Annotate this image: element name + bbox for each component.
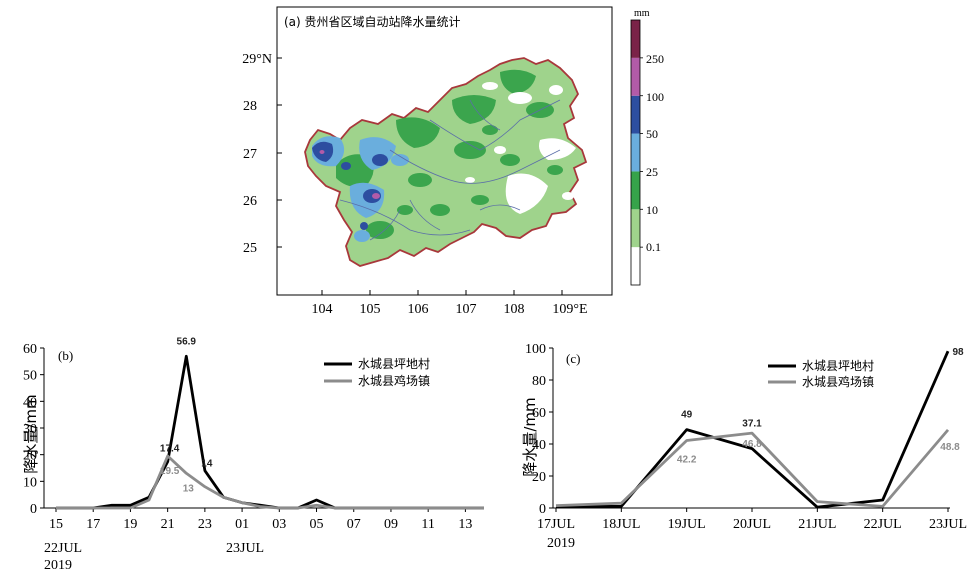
chart-b-data-label: 14 xyxy=(201,459,213,470)
chart-c-x-tick-label: 18JUL xyxy=(602,517,640,532)
chart-b-y-tick-label: 50 xyxy=(23,369,37,384)
chart-c-y-tick-label: 40 xyxy=(532,438,546,453)
chart-c-x-tick-label: 19JUL xyxy=(668,517,706,532)
no-rain-areas xyxy=(465,82,576,214)
chart-b-x-tick-label: 01 xyxy=(235,517,249,532)
chart-c-series-line xyxy=(556,350,950,509)
chart-b-data-label: 17.4 xyxy=(160,444,180,455)
chart-b-x-tick-label: 17 xyxy=(86,517,100,532)
lat-tick-label: 26 xyxy=(243,194,257,209)
lat-axis: 29°N 28 27 26 25 xyxy=(242,52,282,256)
chart-b-data-label: 19.5 xyxy=(160,466,180,477)
colorbar-tick-label: 250 xyxy=(646,52,664,66)
colorbar-segment xyxy=(631,247,640,285)
chart-c-y-tick-label: 0 xyxy=(539,502,546,517)
lon-tick-label: 109°E xyxy=(552,302,587,317)
chart-b-x-tick-label: 11 xyxy=(421,517,434,532)
lon-tick-label: 107 xyxy=(456,302,477,317)
colorbar-unit: mm xyxy=(634,8,650,19)
lon-tick-label: 104 xyxy=(312,302,333,317)
chart-c-data-label: 98 xyxy=(952,347,964,358)
lat-tick-label: 29°N xyxy=(242,52,272,67)
chart-b-data-label: 13 xyxy=(183,483,195,494)
chart-c-data-label: 49 xyxy=(681,410,693,421)
rain-100-250-areas xyxy=(319,150,380,199)
chart-c-y-tick-label: 60 xyxy=(532,406,546,421)
colorbar-tick-label: 0.1 xyxy=(646,240,661,254)
chart-c-y-tick-label: 100 xyxy=(525,342,546,357)
chart-c-x-tick-label: 22JUL xyxy=(864,517,902,532)
chart-c-data-label: 46.8 xyxy=(742,439,762,450)
lat-tick-label: 28 xyxy=(243,99,257,114)
chart-c-data-label: 48.8 xyxy=(940,442,960,453)
chart-c-year-label: 2019 xyxy=(547,536,575,551)
colorbar-segment xyxy=(631,171,640,210)
chart-b-x-tick-label: 05 xyxy=(310,517,324,532)
chart-b-year-label: 2019 xyxy=(44,558,72,573)
lat-tick-label: 25 xyxy=(243,241,257,256)
chart-b: 降水量/mm (b) 22JUL 23JUL 2019 水城县坪地村 水城县鸡场… xyxy=(22,336,484,573)
chart-b-y-tick-label: 60 xyxy=(23,342,37,357)
colorbar-segment xyxy=(631,209,640,248)
lon-axis: 104 105 106 107 108 109°E xyxy=(312,290,588,317)
colorbar-tick-label: 50 xyxy=(646,127,658,141)
lon-tick-label: 105 xyxy=(360,302,381,317)
chart-c-y-tick-label: 80 xyxy=(532,374,546,389)
chart-b-y-tick-label: 0 xyxy=(30,502,37,517)
chart-b-x-tick-label: 15 xyxy=(49,517,63,532)
map-title: (a) 贵州省区域自动站降水量统计 xyxy=(284,15,461,29)
chart-b-data-label: 56.9 xyxy=(177,336,197,347)
chart-b-x-tick-label: 03 xyxy=(272,517,286,532)
rivers xyxy=(339,99,561,241)
chart-b-y-tick-label: 10 xyxy=(23,475,37,490)
chart-b-x-tick-label: 23 xyxy=(198,517,212,532)
chart-b-x-tick-label: 13 xyxy=(458,517,472,532)
colorbar-segment xyxy=(631,57,640,96)
legend-label: 水城县坪地村 xyxy=(802,359,874,373)
chart-b-x-tick-label: 09 xyxy=(384,517,398,532)
lon-tick-label: 106 xyxy=(408,302,429,317)
chart-c-x-tick-label: 23JUL xyxy=(929,517,967,532)
chart-c-legend: 水城县坪地村 水城县鸡场镇 xyxy=(768,359,874,389)
chart-b-ylabel: 降水量/mm xyxy=(22,394,40,473)
chart-c: 降水量/mm (c) 2019 水城县坪地村 水城县鸡场镇 0 20 40 60 80 1… xyxy=(521,342,967,551)
chart-c-ylabel: 降水量/mm xyxy=(521,397,539,476)
map-panel: (a) 贵州省区域自动站降水量统计 xyxy=(242,6,664,317)
colorbar: mm 250 100 50 25 10 0.1 xyxy=(630,8,664,286)
colorbar-segment xyxy=(631,133,640,172)
chart-c-y-tick-label: 20 xyxy=(532,470,546,485)
lon-tick-label: 108 xyxy=(504,302,525,317)
lat-tick-label: 27 xyxy=(243,147,257,162)
colorbar-tick-label: 25 xyxy=(646,165,658,179)
chart-b-legend: 水城县坪地村 水城县鸡场镇 xyxy=(324,357,430,388)
chart-c-data-label: 37.1 xyxy=(742,419,762,430)
colorbar-tick-label: 100 xyxy=(646,90,664,104)
chart-b-title: (b) xyxy=(58,348,73,363)
legend-label: 水城县鸡场镇 xyxy=(358,373,430,388)
chart-b-x-tick-label: 07 xyxy=(347,517,361,532)
chart-b-date-label: 23JUL xyxy=(226,541,264,556)
chart-c-x-tick-label: 17JUL xyxy=(537,517,575,532)
province-shape xyxy=(304,57,588,267)
colorbar-tick-label: 10 xyxy=(646,203,658,217)
colorbar-segment xyxy=(631,20,640,58)
chart-b-date-label: 22JUL xyxy=(44,541,82,556)
colorbar-frame xyxy=(630,19,641,286)
rain-50-100-areas xyxy=(312,141,388,230)
chart-c-series-line xyxy=(555,428,950,508)
chart-b-x-tick-label: 19 xyxy=(123,517,137,532)
chart-b-x-tick-label: 21 xyxy=(161,517,175,532)
chart-b-y-tick-label: 20 xyxy=(23,449,37,464)
chart-b-y-tick-label: 30 xyxy=(23,422,37,437)
chart-b-y-tick-label: 40 xyxy=(23,395,37,410)
chart-c-data-label: 42.2 xyxy=(677,454,697,465)
chart-c-x-tick-label: 21JUL xyxy=(798,517,836,532)
chart-c-x-tick-label: 20JUL xyxy=(733,517,771,532)
legend-label: 水城县坪地村 xyxy=(358,357,430,371)
legend-label: 水城县鸡场镇 xyxy=(802,374,874,389)
colorbar-segment xyxy=(631,95,640,134)
chart-c-title: (c) xyxy=(566,351,580,366)
chart-b-series-line xyxy=(56,454,484,510)
